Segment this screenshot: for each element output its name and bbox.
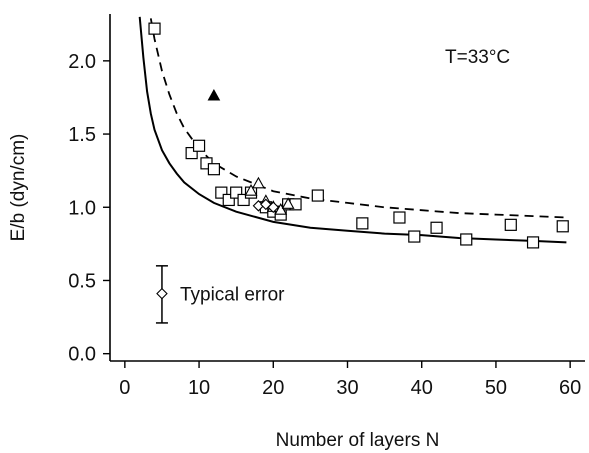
data-point-triangle — [281, 197, 295, 209]
x-tick-label: 50 — [485, 377, 507, 399]
data-point-square — [504, 218, 517, 231]
x-axis-label: Number of layers N — [276, 430, 440, 451]
y-tick-label: 1.5 — [68, 124, 96, 146]
dashed-fit-curve — [149, 18, 567, 219]
data-point-filled-triangle — [207, 88, 221, 101]
data-point-square — [393, 211, 406, 224]
temperature-annotation: T=33°C — [445, 47, 510, 68]
x-tick-label: 30 — [336, 377, 358, 399]
data-point-square — [460, 233, 473, 246]
data-point-square — [311, 189, 324, 202]
x-tick-label: 40 — [411, 377, 433, 399]
y-axis-label: E/b (dyn/cm) — [8, 134, 29, 242]
data-point-diamond — [267, 201, 280, 214]
data-point-square — [148, 22, 161, 35]
data-point-diamond — [156, 287, 168, 300]
y-tick-label: 2.0 — [68, 51, 96, 73]
solid-fit-curve — [138, 16, 567, 244]
data-point-triangle — [274, 203, 288, 215]
y-tick-label: 0.0 — [68, 344, 96, 366]
chart-marks: 0 10 20 30 40 50 60 0.0 0.5 1.0 1.5 2.0 Number of la… — [8, 14, 585, 451]
x-tick-label: 20 — [262, 377, 284, 399]
data-point-square — [526, 236, 540, 249]
data-point-square — [408, 230, 421, 243]
data-point-square — [207, 163, 221, 176]
x-tick-label: 0 — [119, 377, 130, 399]
data-point-square — [192, 139, 206, 152]
data-point-square — [215, 186, 228, 199]
data-point-square — [556, 220, 569, 233]
data-point-square — [222, 193, 235, 207]
y-tick-label: 0.5 — [68, 270, 96, 292]
data-point-square — [230, 186, 243, 199]
data-point-square — [430, 221, 443, 234]
data-point-square — [237, 193, 250, 207]
data-point-square — [185, 146, 198, 160]
typical-error-label: Typical error — [180, 285, 285, 306]
x-tick-label: 60 — [559, 377, 581, 399]
data-point-square — [356, 217, 369, 230]
x-tick-label: 10 — [188, 377, 210, 399]
y-tick-label: 1.0 — [68, 197, 96, 219]
data-point-triangle — [252, 176, 265, 189]
data-point-triangle — [244, 184, 258, 196]
